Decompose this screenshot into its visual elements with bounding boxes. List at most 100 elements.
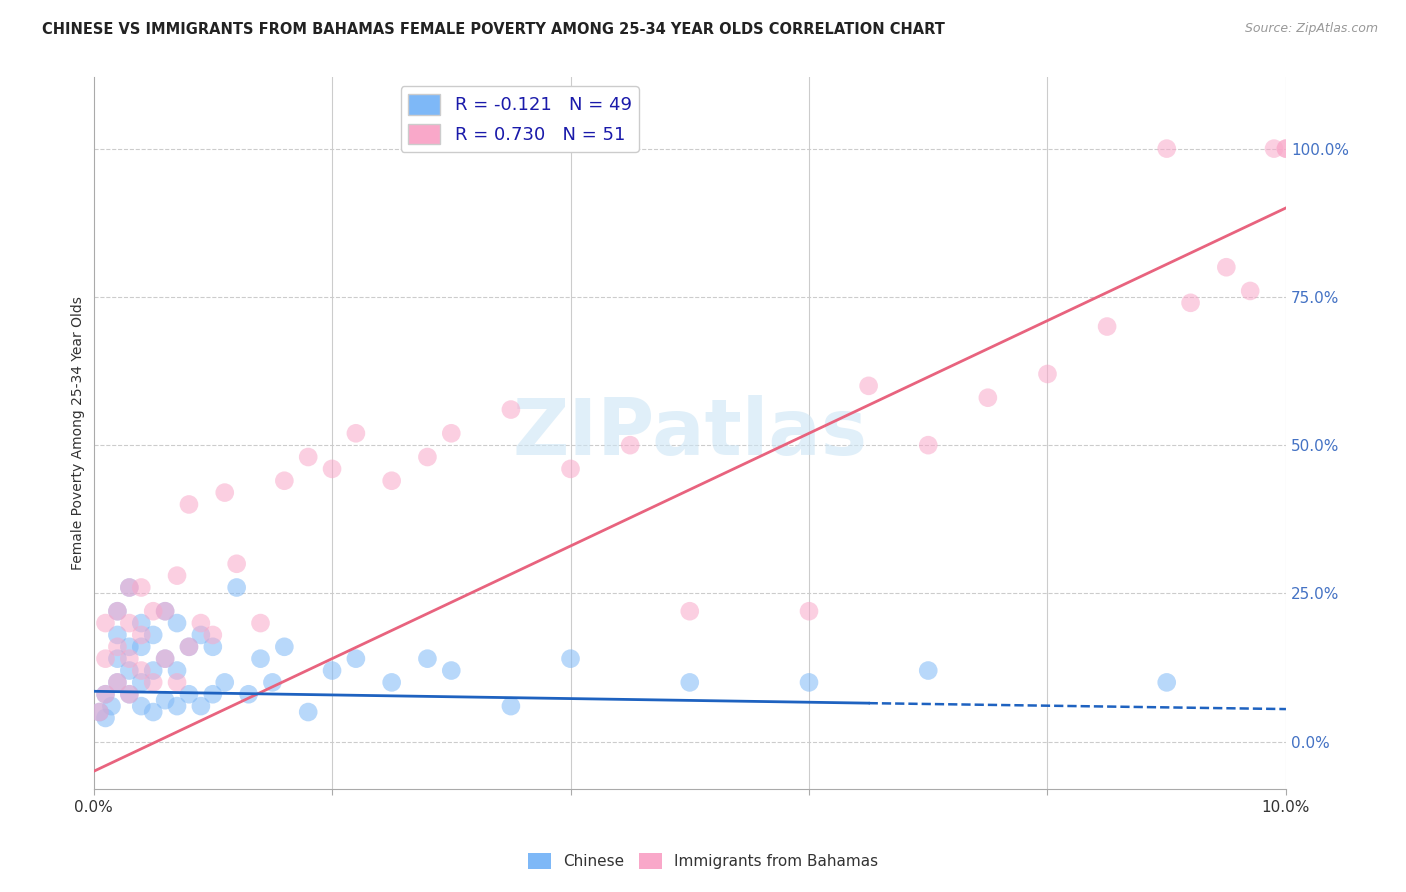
Point [499, 402, 522, 417]
Point [560, 462, 582, 476]
Point [100, 699, 122, 714]
Point [679, 604, 702, 618]
Point [321, 462, 343, 476]
Point [166, 568, 188, 582]
Point [177, 687, 200, 701]
Point [107, 628, 129, 642]
Point [107, 604, 129, 618]
Point [107, 651, 129, 665]
Point [797, 604, 820, 618]
Point [94, 687, 117, 701]
Point [166, 664, 188, 678]
Point [440, 426, 463, 441]
Point [297, 705, 319, 719]
Point [153, 651, 176, 665]
Point [238, 687, 260, 701]
Point [129, 616, 152, 631]
Point [94, 687, 117, 701]
Point [129, 699, 152, 714]
Text: Source: ZipAtlas.com: Source: ZipAtlas.com [1244, 22, 1378, 36]
Point [129, 640, 152, 654]
Point [118, 581, 141, 595]
Point [177, 640, 200, 654]
Point [153, 604, 176, 618]
Point [225, 557, 247, 571]
Point [917, 438, 939, 452]
Point [107, 675, 129, 690]
Point [1263, 142, 1285, 156]
Point [190, 699, 212, 714]
Point [94, 711, 117, 725]
Point [107, 675, 129, 690]
Point [142, 675, 165, 690]
Point [1275, 142, 1298, 156]
Point [214, 485, 236, 500]
Point [107, 604, 129, 618]
Point [1180, 295, 1202, 310]
Point [344, 651, 367, 665]
Point [273, 640, 295, 654]
Point [249, 616, 271, 631]
Point [129, 675, 152, 690]
Point [416, 450, 439, 464]
Point [797, 675, 820, 690]
Point [153, 604, 176, 618]
Point [619, 438, 641, 452]
Point [129, 628, 152, 642]
Point [153, 693, 176, 707]
Text: CHINESE VS IMMIGRANTS FROM BAHAMAS FEMALE POVERTY AMONG 25-34 YEAR OLDS CORRELAT: CHINESE VS IMMIGRANTS FROM BAHAMAS FEMAL… [42, 22, 945, 37]
Point [858, 379, 880, 393]
Point [977, 391, 1000, 405]
Point [118, 640, 141, 654]
Point [201, 687, 224, 701]
Point [225, 581, 247, 595]
Point [1095, 319, 1118, 334]
Point [201, 628, 224, 642]
Point [118, 687, 141, 701]
Point [166, 675, 188, 690]
Point [107, 640, 129, 654]
Legend: R = -0.121   N = 49, R = 0.730   N = 51: R = -0.121 N = 49, R = 0.730 N = 51 [401, 87, 640, 152]
Point [201, 640, 224, 654]
Point [118, 687, 141, 701]
Point [142, 604, 165, 618]
Point [273, 474, 295, 488]
Point [166, 616, 188, 631]
Point [177, 498, 200, 512]
Point [321, 664, 343, 678]
Point [129, 581, 152, 595]
Point [499, 699, 522, 714]
Point [1036, 367, 1059, 381]
Point [381, 474, 404, 488]
Point [190, 628, 212, 642]
Point [297, 450, 319, 464]
Point [94, 651, 117, 665]
Point [1215, 260, 1237, 275]
Point [94, 616, 117, 631]
Point [118, 664, 141, 678]
Point [142, 628, 165, 642]
Point [142, 705, 165, 719]
Y-axis label: Female Poverty Among 25-34 Year Olds: Female Poverty Among 25-34 Year Olds [72, 296, 86, 570]
Point [118, 651, 141, 665]
Point [249, 651, 271, 665]
Point [440, 664, 463, 678]
Point [1156, 142, 1178, 156]
Point [416, 651, 439, 665]
Point [153, 651, 176, 665]
Point [560, 651, 582, 665]
Point [381, 675, 404, 690]
Point [344, 426, 367, 441]
Point [89, 705, 111, 719]
Point [262, 675, 284, 690]
Point [1156, 675, 1178, 690]
Point [142, 664, 165, 678]
Point [118, 581, 141, 595]
Point [118, 616, 141, 631]
Point [177, 640, 200, 654]
Point [917, 664, 939, 678]
Point [679, 675, 702, 690]
Point [214, 675, 236, 690]
Point [190, 616, 212, 631]
Point [89, 705, 111, 719]
